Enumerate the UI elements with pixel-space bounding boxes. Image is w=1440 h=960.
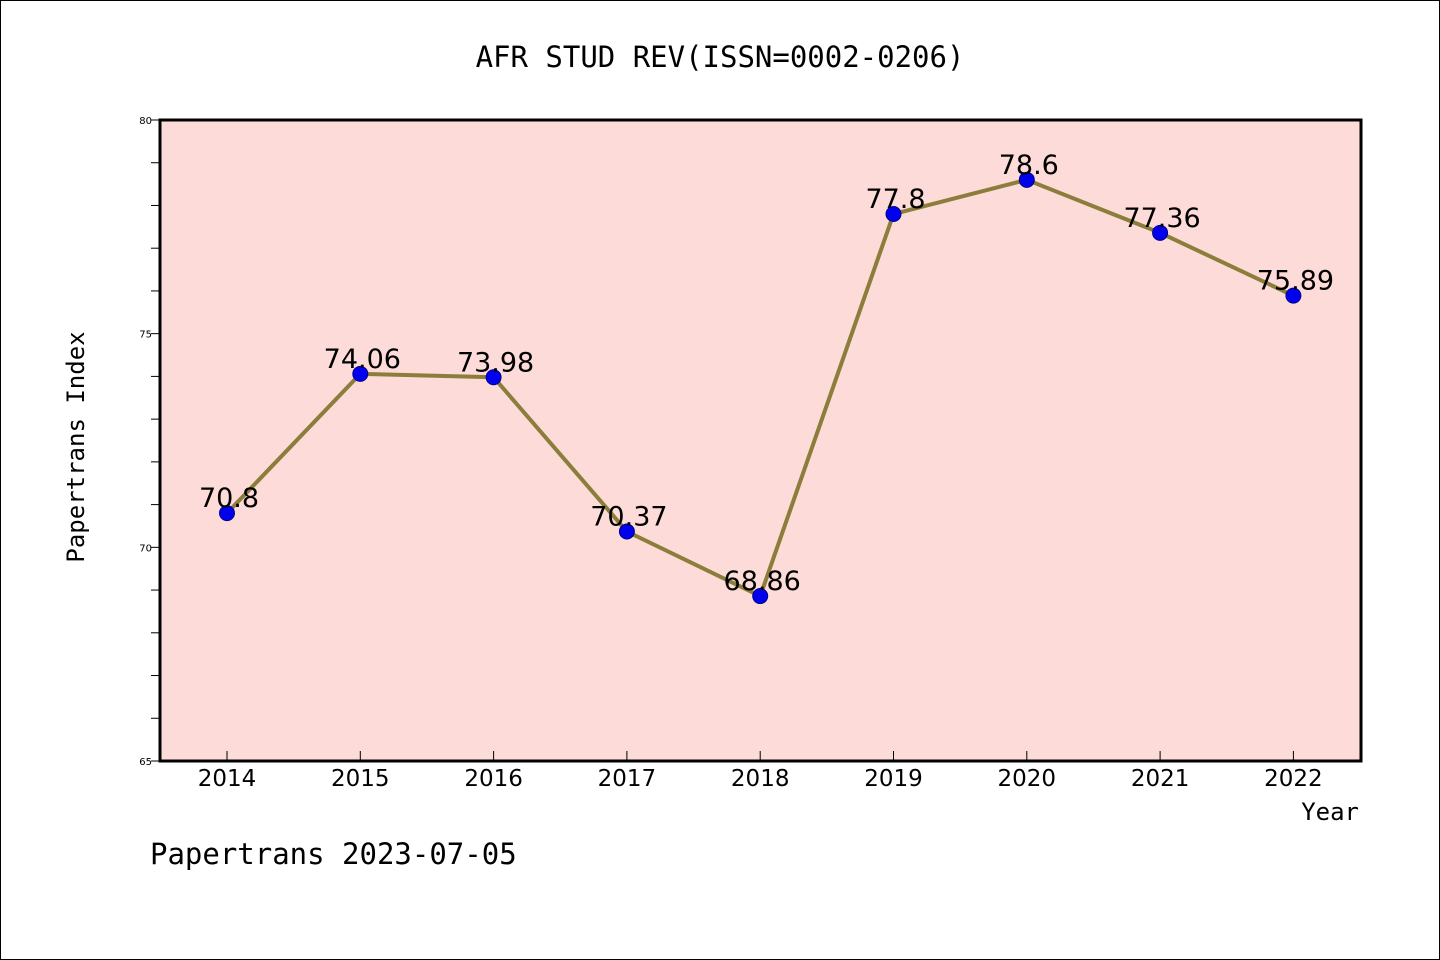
x-tick-label: 2021 <box>1131 766 1190 792</box>
data-point <box>1285 287 1302 304</box>
data-label: 74.06 <box>324 344 401 375</box>
data-point <box>1018 171 1035 188</box>
x-tick-label: 2014 <box>198 766 257 792</box>
data-point <box>885 206 902 223</box>
x-tick-label: 2020 <box>998 766 1057 792</box>
data-label: 77.36 <box>1123 203 1200 234</box>
y-axis-label: Papertrans Index <box>62 331 90 562</box>
data-label: 73.98 <box>457 347 534 378</box>
x-axis-label: Year <box>1301 798 1359 826</box>
data-label: 70.37 <box>590 502 667 533</box>
data-label: 68.86 <box>724 566 801 597</box>
x-tick-label: 2019 <box>864 766 923 792</box>
y-tick-label: 65 <box>139 757 152 768</box>
data-point <box>618 523 635 540</box>
x-tick-label: 2018 <box>731 766 790 792</box>
data-label: 77.8 <box>865 184 925 215</box>
data-label: 70.8 <box>199 483 259 514</box>
series-marker-group <box>219 171 1302 605</box>
y-tick-label: 70 <box>139 543 152 554</box>
x-tick-label: 2016 <box>464 766 523 792</box>
x-tick-label: 2022 <box>1264 766 1323 792</box>
data-label: 78.6 <box>999 150 1059 181</box>
y-tick-label: 80 <box>139 116 152 127</box>
y-tick-label: 75 <box>139 330 152 341</box>
data-label-group: 70.8 74.06 73.98 70.37 68.86 77.8 78.6 77.36 75.… <box>199 150 1334 597</box>
x-tick-label: 2017 <box>598 766 657 792</box>
data-point <box>485 369 502 386</box>
footer-text: Papertrans 2023-07-05 <box>150 837 517 871</box>
x-tick-label: 2015 <box>331 766 390 792</box>
data-point <box>752 588 769 605</box>
y-axis-ticks: 65 70 75 80 <box>139 116 159 768</box>
data-point <box>1152 224 1169 241</box>
data-label: 75.89 <box>1257 266 1334 297</box>
x-axis-ticks: 2014 2015 2016 2017 2018 2019 2020 2021 2022 <box>198 751 1323 792</box>
data-point <box>352 365 369 382</box>
chart-title: AFR STUD REV(ISSN=0002-0206) <box>476 40 965 74</box>
data-point <box>219 505 235 522</box>
